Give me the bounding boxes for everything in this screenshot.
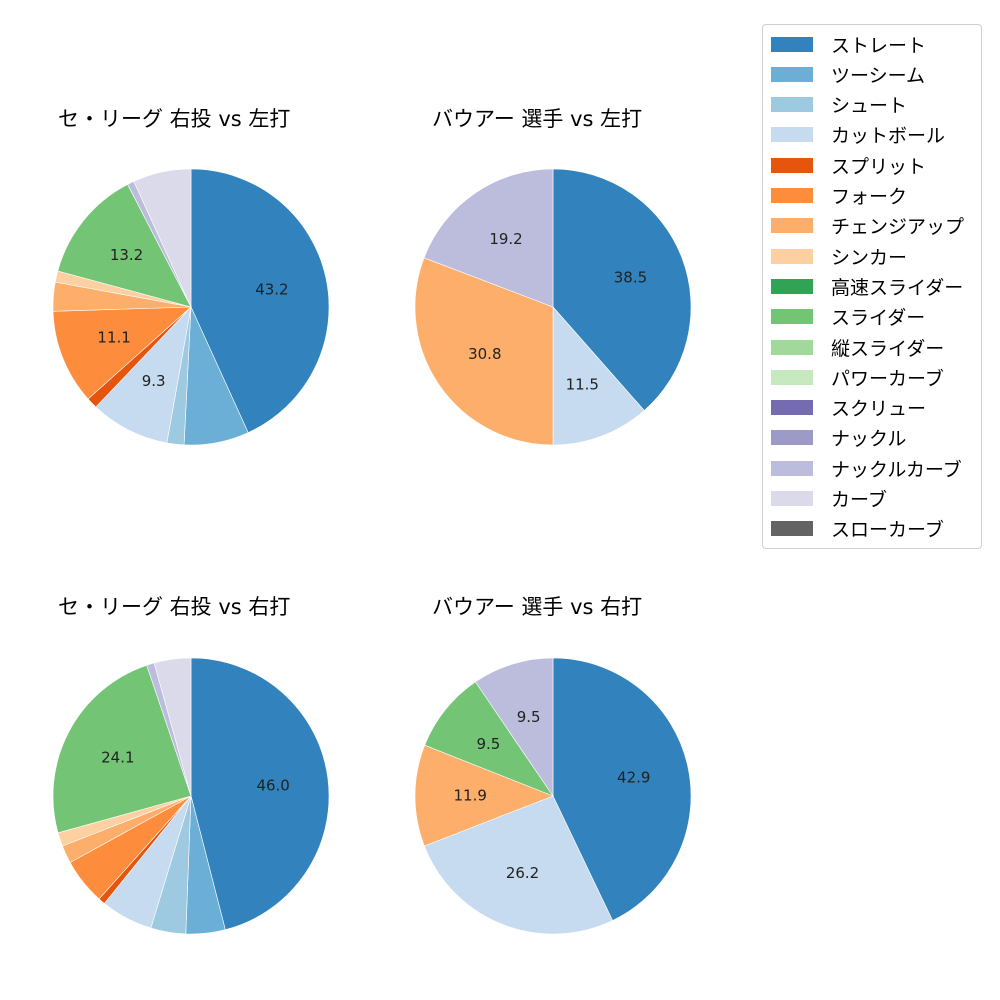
legend-item: パワーカーブ	[771, 365, 944, 390]
slice-value-label: 13.2	[110, 246, 143, 264]
slice-value-label: 43.2	[255, 280, 288, 298]
chart-title-bauer-vs-left: バウアー 選手 vs 左打	[432, 107, 643, 131]
legend-label: ナックル	[831, 428, 907, 451]
chart-title-league-vs-left: セ・リーグ 右投 vs 左打	[58, 107, 291, 131]
pie-slice	[475, 657, 554, 797]
slice-value-label: 46.0	[256, 777, 289, 795]
legend-label: ストレート	[831, 34, 927, 57]
legend-item: シンカー	[771, 244, 908, 269]
legend-item: ナックル	[771, 426, 906, 450]
legend-swatch	[771, 188, 813, 203]
pie-slice	[552, 306, 645, 446]
slice-value-label: 9.3	[142, 372, 166, 390]
slice-value-label: 11.5	[566, 375, 599, 393]
legend-label: ナックルカーブ	[831, 458, 962, 481]
slice-value-label: 30.8	[468, 345, 501, 363]
legend-label: シンカー	[831, 246, 908, 269]
legend-swatch	[771, 218, 813, 234]
legend-label: 縦スライダー	[831, 337, 945, 360]
slice-value-label: 11.1	[97, 329, 130, 347]
legend-item: シュート	[771, 93, 907, 117]
pie-slice	[52, 664, 192, 834]
pie-slice	[424, 681, 554, 797]
legend-item: フォーク	[771, 184, 907, 208]
legend-swatch	[771, 491, 813, 506]
legend-label: シュート	[831, 95, 908, 118]
legend-item: スクリュー	[771, 396, 926, 420]
slice-value-label: 9.5	[517, 708, 541, 726]
legend-item: スライダー	[771, 305, 925, 329]
legend-item: チェンジアップ	[771, 214, 964, 238]
legend-item: 高速スライダー	[771, 274, 964, 299]
slice-value-label: 38.5	[614, 269, 647, 287]
slice-value-label: 11.9	[453, 787, 486, 805]
legend-label: スプリット	[831, 155, 927, 178]
legend: ストレートツーシームシュートカットボール スプリットフォークチェンジアップ シンカー…	[762, 24, 982, 549]
pie-slice	[190, 657, 330, 931]
legend-swatch	[771, 278, 813, 294]
legend-swatch	[771, 339, 813, 355]
legend-label: スライダー	[831, 307, 926, 330]
legend-swatch	[771, 36, 813, 52]
chart-title-bauer-vs-right: バウアー 選手 vs 右打	[432, 595, 643, 619]
legend-item: カットボール	[771, 123, 945, 147]
legend-label: カーブ	[831, 489, 887, 511]
legend-item: ツーシーム	[771, 62, 926, 87]
slice-value-label: 24.1	[101, 748, 134, 766]
legend-item: ストレート	[771, 32, 927, 57]
legend-label: フォーク	[831, 186, 908, 208]
slice-value-label: 19.2	[489, 230, 522, 248]
legend-swatch	[771, 157, 813, 173]
legend-swatch	[771, 400, 813, 416]
legend-item: ナックルカーブ	[771, 456, 962, 481]
legend-label: スクリュー	[831, 398, 927, 421]
pie-slice	[57, 184, 192, 308]
pie-slice	[52, 306, 192, 400]
legend-item: スローカーブ	[771, 517, 944, 541]
chart-title-league-vs-right: セ・リーグ 右投 vs 右打	[58, 595, 291, 619]
pie-slice	[414, 744, 554, 847]
legend-swatch	[771, 97, 813, 113]
legend-swatch	[771, 248, 813, 264]
slice-value-label: 26.2	[506, 864, 539, 882]
pie-slice	[133, 168, 192, 308]
legend-item: スプリット	[771, 153, 927, 178]
legend-item: カーブ	[771, 487, 887, 511]
pie-slice	[414, 257, 554, 446]
slice-value-label: 9.5	[476, 735, 500, 753]
legend-label: スローカーブ	[831, 519, 944, 542]
legend-label: チェンジアップ	[831, 216, 965, 239]
pie-slice	[423, 795, 613, 935]
legend-item: 縦スライダー	[771, 335, 945, 360]
legend-swatch	[771, 430, 813, 446]
pie-slice	[153, 657, 192, 797]
legend-label: カットボール	[831, 125, 946, 148]
legend-label: 高速スライダー	[831, 276, 964, 299]
legend-swatch	[771, 309, 813, 325]
legend-swatch	[771, 66, 813, 82]
slice-value-label: 42.9	[617, 769, 650, 787]
legend-swatch	[771, 369, 813, 385]
pie-slice	[190, 168, 330, 433]
pie-slice	[552, 657, 692, 921]
pie-slice	[95, 306, 192, 444]
legend-swatch	[771, 521, 813, 537]
legend-swatch	[771, 127, 813, 143]
legend-swatch	[771, 460, 813, 476]
legend-label: パワーカーブ	[831, 367, 944, 390]
pie-slice	[423, 168, 554, 308]
legend-label: ツーシーム	[831, 64, 926, 87]
pie-slice	[552, 168, 692, 411]
